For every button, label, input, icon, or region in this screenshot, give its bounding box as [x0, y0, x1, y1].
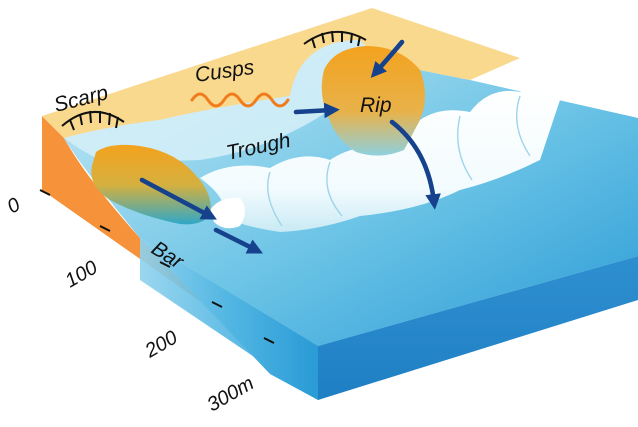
- front-face-lower: [140, 238, 318, 400]
- arrow-bar-1: [139, 177, 217, 220]
- arrow-trough: [293, 102, 340, 119]
- arrow-rip-out: [389, 119, 441, 210]
- arrow-rip-in: [370, 39, 405, 78]
- surf-foam: [200, 89, 560, 232]
- flow-arrows: [139, 39, 441, 254]
- arrow-bar-2: [213, 227, 263, 254]
- cusps-line: [190, 92, 290, 108]
- scarp-symbols: [61, 30, 367, 131]
- side-face: [318, 256, 638, 400]
- rip-label: Rip: [360, 94, 392, 117]
- scale-tick-200: 200: [141, 327, 182, 363]
- scale-tick-100: 100: [62, 257, 102, 293]
- trough: [64, 40, 380, 161]
- foam-lines: [267, 95, 531, 227]
- distance-scale: [39, 189, 275, 344]
- scale-tick-0: 0: [4, 194, 25, 219]
- scale-tick-300m: 300m: [204, 372, 258, 416]
- surf-foam-left: [210, 197, 245, 229]
